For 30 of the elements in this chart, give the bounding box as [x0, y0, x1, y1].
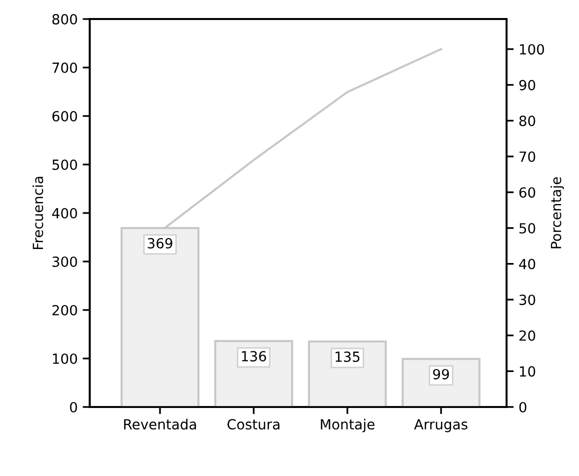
y-tick-label: 600	[52, 110, 78, 122]
y-tick-label: 0	[70, 402, 78, 412]
y2-tick-label: 100	[520, 44, 544, 55]
data-label: 135	[336, 351, 360, 362]
y2-tick-label: 70	[520, 151, 536, 162]
data-label: 369	[148, 238, 172, 249]
y2-tick-label: 90	[519, 80, 536, 90]
x-tick-label: Montaje	[320, 418, 374, 432]
y2-tick-label: 60	[519, 187, 536, 198]
data-label: 136	[242, 351, 266, 362]
y-axis-title: Frecuencia	[32, 176, 44, 250]
y-tick-label: 500	[52, 159, 78, 170]
y-tick-label: 200	[52, 304, 78, 316]
x-tick-label: Costura	[228, 419, 280, 430]
y2-tick-label: 20	[519, 330, 536, 341]
y-tick-label: 100	[52, 353, 78, 364]
data-label: 99	[433, 368, 449, 380]
y2-tick-label: 10	[520, 366, 536, 377]
y2-tick-label: 40	[519, 258, 536, 270]
y-tick-label: 300	[52, 256, 78, 267]
y2-tick-label: 80	[519, 116, 536, 126]
x-tick-label: Arrugas	[414, 419, 468, 432]
y-tick-label: 400	[52, 208, 78, 218]
x-tick-label: Reventada	[124, 418, 196, 430]
y2-tick-label: 0	[519, 402, 526, 412]
y2-tick-label: 50	[520, 223, 536, 234]
y-tick-label: 800	[52, 14, 78, 25]
y2-axis-title: Porcentaje	[550, 177, 564, 248]
y2-tick-label: 30	[519, 294, 536, 306]
y-tick-label: 700	[52, 62, 78, 74]
